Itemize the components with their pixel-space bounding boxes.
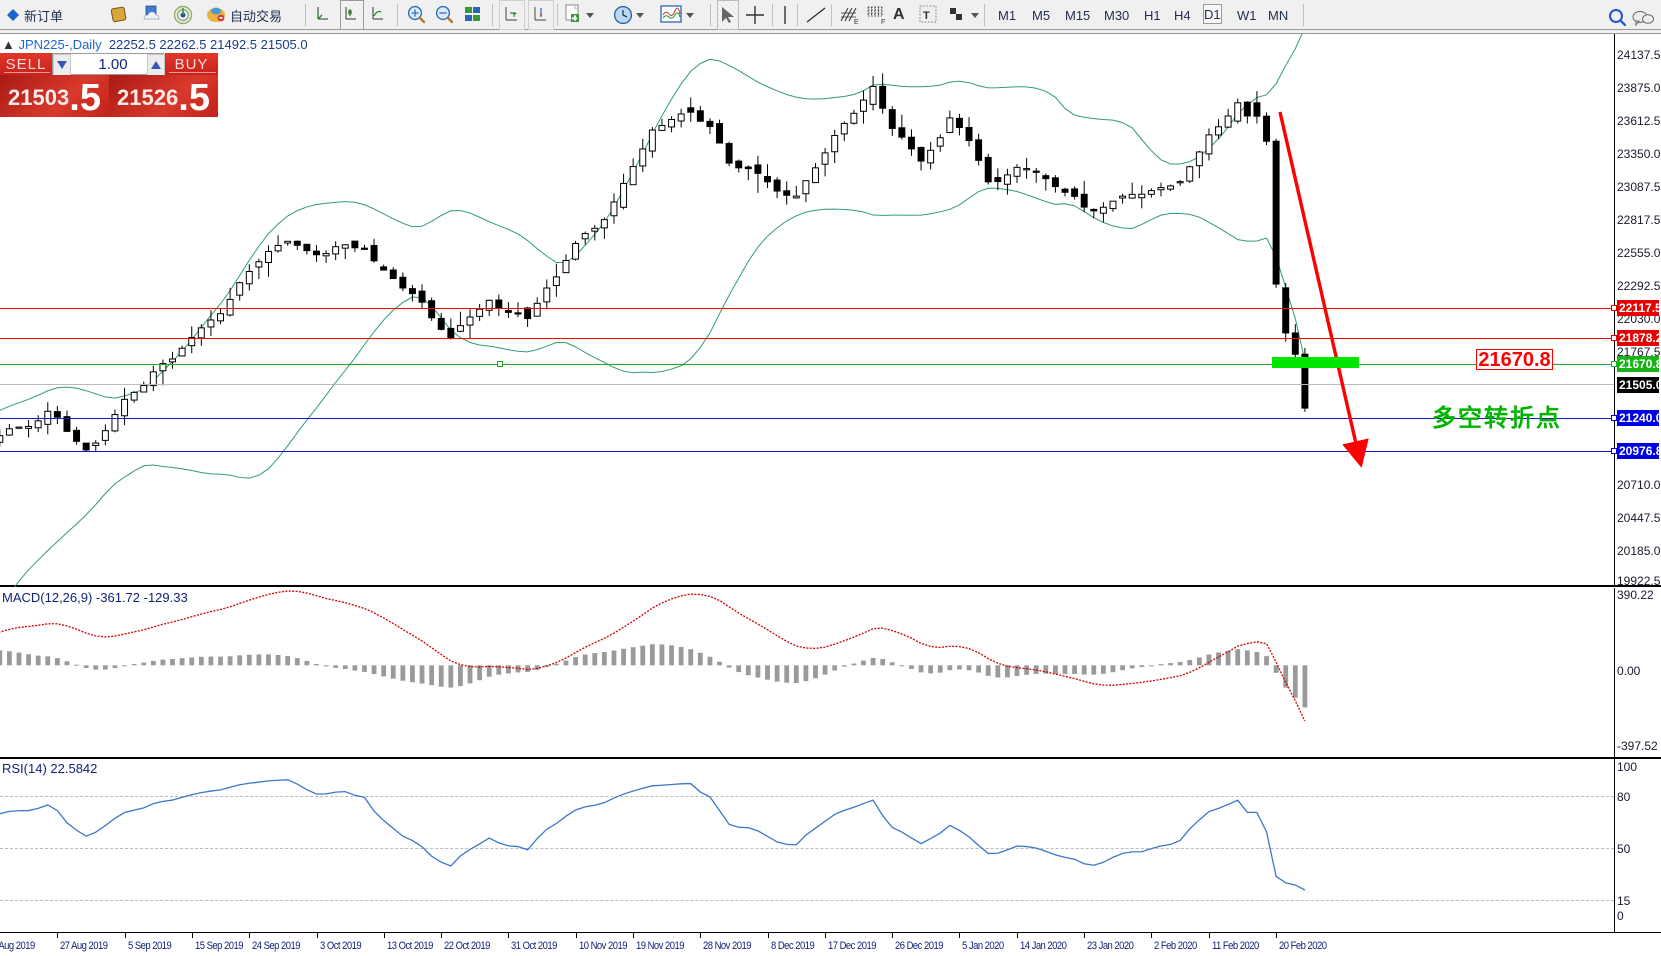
svg-text:F: F bbox=[881, 19, 885, 26]
svg-text:E: E bbox=[854, 19, 859, 26]
svg-text:T: T bbox=[923, 10, 930, 22]
